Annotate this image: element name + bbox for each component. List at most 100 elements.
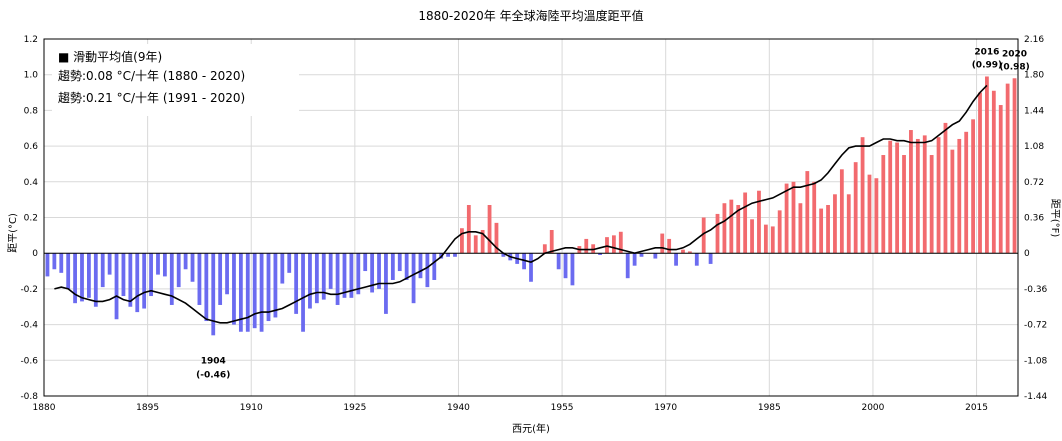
line-layer (54, 84, 988, 324)
bar (218, 253, 223, 305)
bar (197, 253, 202, 305)
bar (287, 253, 292, 273)
x-tick-label: 2000 (861, 403, 884, 413)
y-tick-label: 0.4 (24, 178, 39, 188)
bar (681, 249, 685, 254)
bar (432, 253, 437, 280)
bar (453, 253, 457, 257)
bar (273, 253, 278, 318)
bar (252, 253, 257, 329)
bar (563, 253, 568, 279)
bar (114, 253, 119, 320)
bar (784, 183, 789, 254)
x-tick-label: 1985 (758, 403, 781, 413)
bar (777, 210, 782, 254)
bar (411, 253, 416, 304)
x-tick-label: 1910 (240, 403, 263, 413)
bar (494, 222, 499, 254)
bar (743, 192, 748, 254)
bar (162, 253, 167, 277)
bar (874, 178, 879, 254)
bar (791, 181, 796, 254)
bar (881, 155, 886, 254)
legend-smooth-label: ■ 滑動平均值(9年) (58, 49, 162, 64)
bar (701, 217, 706, 254)
bar (342, 253, 347, 298)
bar (328, 253, 333, 289)
bar (936, 137, 941, 254)
y-tick-label: 0 (32, 249, 38, 259)
bar (232, 253, 236, 325)
x-tick-label: 1895 (136, 403, 159, 413)
legend-trend-2: 趨勢:0.21 °C/十年 (1991 - 2020) (58, 90, 245, 105)
bar (501, 253, 506, 257)
bar-layer (45, 76, 1017, 336)
bar (950, 149, 955, 254)
bar (632, 253, 637, 266)
bar (826, 205, 830, 254)
bar (266, 253, 271, 322)
bar (860, 137, 865, 254)
bar (100, 253, 105, 288)
bar (446, 253, 451, 257)
bar (390, 253, 395, 280)
y-tick-label: 1.0 (24, 71, 39, 81)
bar (280, 253, 285, 284)
bar (1005, 83, 1010, 254)
bar (763, 224, 768, 254)
annotation-value: (0.99) (972, 60, 1002, 70)
bar (839, 169, 844, 254)
bar (971, 119, 975, 254)
x-tick-label: 1970 (654, 403, 677, 413)
bar (156, 253, 160, 275)
bar (611, 235, 616, 254)
bar (639, 253, 644, 257)
bar (846, 194, 851, 254)
bar (618, 231, 623, 254)
bar (204, 253, 209, 322)
bar (584, 238, 589, 254)
bar (73, 253, 77, 304)
x-tick-label: 2015 (965, 403, 988, 413)
bar (211, 253, 216, 336)
bar (978, 92, 982, 254)
bar (964, 131, 969, 254)
bar (1012, 78, 1017, 254)
y2-tick-label: -1.44 (1024, 392, 1048, 402)
bar (888, 140, 893, 254)
bar (294, 253, 299, 314)
y-tick-label: -0.2 (20, 285, 38, 295)
y2-tick-label: 1.44 (1024, 106, 1044, 116)
bar (466, 205, 471, 254)
axis-layer: -0.8 -1.44 -0.6 -1.08 -0.4 -0.72 -0.2 -0.36 0 0 0.… (20, 35, 1047, 413)
x-tick-label: 1955 (551, 403, 574, 413)
bar (487, 205, 492, 254)
legend-box (52, 44, 299, 116)
bar (238, 253, 243, 332)
bar (667, 238, 672, 254)
bar (460, 228, 464, 254)
legend: ■ 滑動平均值(9年) 趨勢:0.08 °C/十年 (1880 - 2020) … (52, 44, 299, 116)
bar (570, 253, 575, 286)
bar (349, 253, 354, 298)
bar (245, 253, 250, 332)
bar (59, 253, 64, 273)
bar (107, 253, 112, 275)
annotation-year: 1904 (201, 356, 226, 366)
bar (812, 181, 817, 254)
bar (314, 253, 319, 304)
bar (943, 122, 948, 254)
x-tick-label: 1940 (447, 403, 470, 413)
annotation-layer: 1904 (-0.46) 2016 (0.99)2020 (0.98) (196, 47, 1030, 380)
y-tick-label: 0.6 (24, 142, 39, 152)
y2-tick-label: 1.80 (1024, 71, 1044, 81)
bar (80, 253, 84, 302)
bar (529, 253, 533, 282)
smooth-line (54, 84, 988, 324)
y2-tick-label: 0.72 (1024, 178, 1044, 188)
bar (549, 229, 554, 254)
bar (895, 142, 900, 254)
bar (66, 253, 71, 289)
bar (135, 253, 140, 313)
